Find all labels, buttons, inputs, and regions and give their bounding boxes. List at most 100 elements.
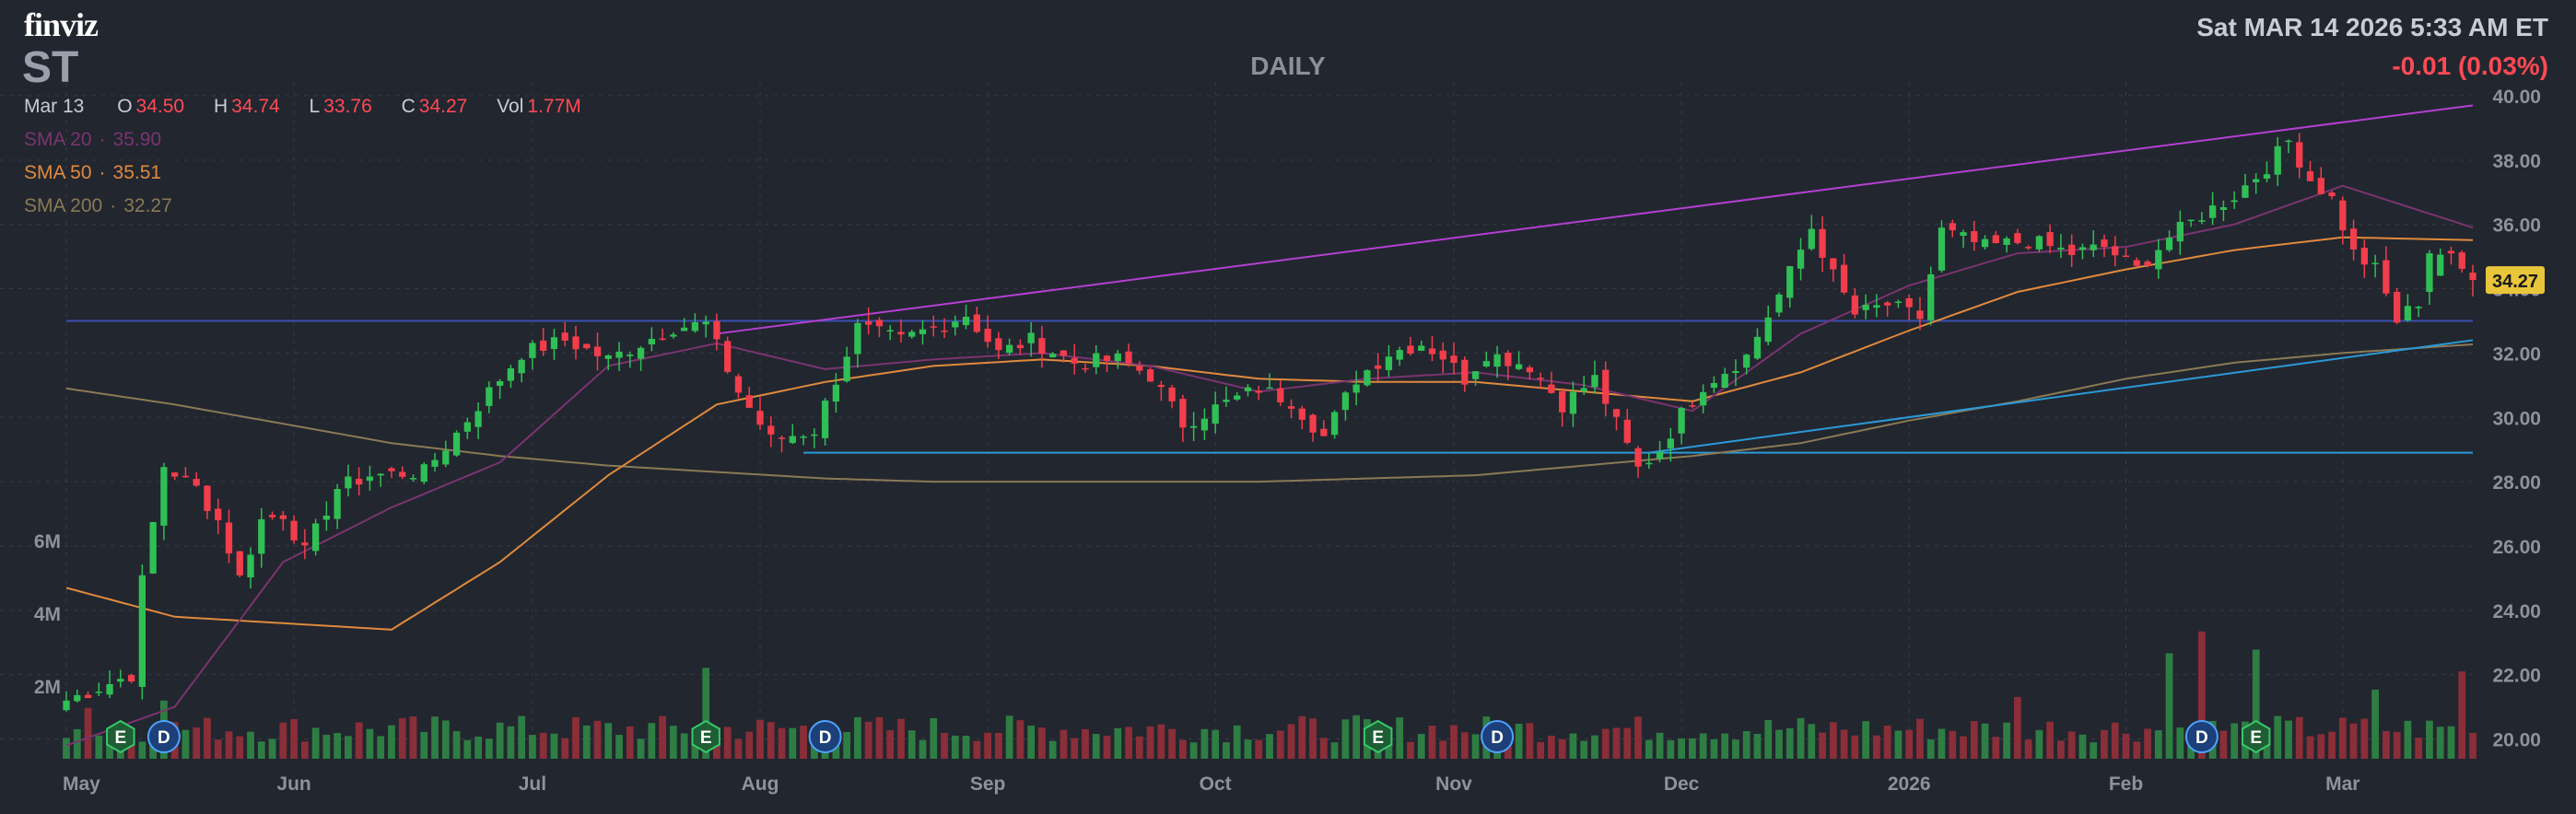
volume-bar: [1060, 729, 1068, 759]
volume-bar: [2231, 723, 2239, 759]
candle-body: [2415, 307, 2422, 308]
volume-bar: [1537, 741, 1545, 759]
earnings-marker[interactable]: E: [691, 719, 720, 754]
volume-bar: [994, 732, 1002, 759]
candle-body: [1418, 345, 1425, 351]
candle-body: [973, 314, 980, 332]
volume-bar: [2046, 721, 2055, 759]
volume-bar: [1970, 721, 1978, 759]
volume-bar: [778, 727, 786, 759]
volume-bar: [1808, 724, 1816, 759]
candle-body: [2024, 247, 2032, 249]
volume-bar: [767, 722, 775, 759]
candle-body: [745, 395, 753, 408]
volume-tick-label: 4M: [34, 604, 61, 625]
candle-body: [540, 340, 547, 351]
candle-body: [1548, 384, 1555, 393]
volume-bar: [2317, 734, 2325, 759]
volume-bar: [334, 733, 342, 759]
volume-bar: [1460, 732, 1469, 759]
volume-bar: [984, 732, 991, 759]
price-tick-label: 28.00: [2492, 472, 2541, 494]
candle-body: [1352, 384, 1360, 393]
volume-bar: [1742, 731, 1751, 759]
earnings-marker[interactable]: E: [1363, 719, 1393, 754]
candle-body: [886, 330, 894, 332]
candle-body: [908, 331, 916, 337]
svg-text:D: D: [1491, 728, 1504, 748]
volume-bar: [377, 736, 385, 759]
candle-body: [452, 432, 461, 456]
candle-body: [127, 675, 135, 682]
candle-body: [225, 522, 233, 554]
candle-body: [1938, 227, 1946, 271]
sma20-legend[interactable]: SMA 20 · 35.90: [24, 129, 162, 150]
candle-body: [247, 554, 254, 578]
time-tick-label: Jun: [276, 773, 310, 795]
candle-body: [1341, 392, 1350, 411]
candle-body: [1277, 388, 1284, 402]
candle-body: [463, 422, 471, 432]
candle-body: [843, 356, 850, 382]
dividend-marker[interactable]: D: [146, 720, 181, 753]
candle-body: [1862, 304, 1869, 310]
earnings-marker[interactable]: E: [2242, 719, 2271, 754]
time-axis: May Jun Jul Aug Sep Oct Nov Dec 2026 Feb Mar: [63, 773, 2359, 795]
candle-body: [1602, 369, 1610, 404]
volume-bar: [193, 727, 201, 759]
candle-body: [95, 692, 102, 693]
dividend-marker[interactable]: D: [808, 720, 842, 753]
dividend-marker[interactable]: D: [1481, 720, 1515, 753]
candle-body: [702, 321, 709, 325]
volume-bar: [1591, 735, 1598, 759]
volume-bar: [1699, 733, 1707, 759]
volume-bar: [496, 722, 504, 759]
volume-bar: [322, 734, 331, 759]
candle-body: [2253, 179, 2260, 182]
time-tick-label: Dec: [1664, 773, 1700, 795]
sma200-legend[interactable]: SMA 200 · 32.27: [24, 195, 172, 216]
sma20-label: SMA 20: [24, 129, 92, 150]
volume-bar: [2447, 726, 2455, 759]
volume-bar: [138, 741, 146, 759]
finviz-logo[interactable]: finviz: [24, 6, 99, 43]
candle-body: [1515, 364, 1523, 369]
candlesticks: [63, 133, 2476, 712]
ohlc-date: Mar 13: [24, 96, 85, 117]
candle-body: [2447, 250, 2455, 254]
candle-body: [2274, 145, 2281, 175]
volume-bar: [864, 721, 872, 759]
volume-bar: [236, 736, 244, 759]
candle-body: [1689, 405, 1696, 407]
volume-bar: [1319, 738, 1328, 759]
candle-body: [1049, 354, 1057, 358]
candle-body: [2122, 255, 2130, 258]
volume-bar: [615, 735, 623, 759]
candle-body: [1189, 425, 1198, 428]
svg-text:E: E: [1372, 728, 1384, 748]
candle-body: [919, 329, 927, 334]
candle-body: [1234, 395, 1241, 400]
volume-bar: [745, 731, 754, 759]
volume-bar: [1309, 718, 1317, 759]
volume-bar: [311, 727, 320, 759]
candle-body: [2437, 254, 2444, 276]
volume-bar: [2165, 653, 2173, 759]
last-price-badge: 34.27: [2486, 266, 2545, 295]
candle-body: [1851, 295, 1858, 315]
volume-bar: [2469, 733, 2476, 759]
volume-bar: [1016, 720, 1025, 759]
earnings-marker[interactable]: E: [106, 719, 135, 754]
candle-body: [561, 332, 568, 341]
sma50-legend[interactable]: SMA 50 · 35.51: [24, 162, 162, 183]
volume-bar: [1905, 729, 1914, 759]
candle-body: [2458, 252, 2465, 269]
volume-bar: [1569, 733, 1577, 759]
candle-body: [962, 316, 970, 326]
candle-body: [1407, 345, 1414, 355]
dividend-marker[interactable]: D: [2184, 720, 2219, 753]
svg-text:E: E: [2250, 728, 2262, 748]
volume-bar: [1883, 725, 1891, 759]
candle-body: [345, 476, 352, 489]
